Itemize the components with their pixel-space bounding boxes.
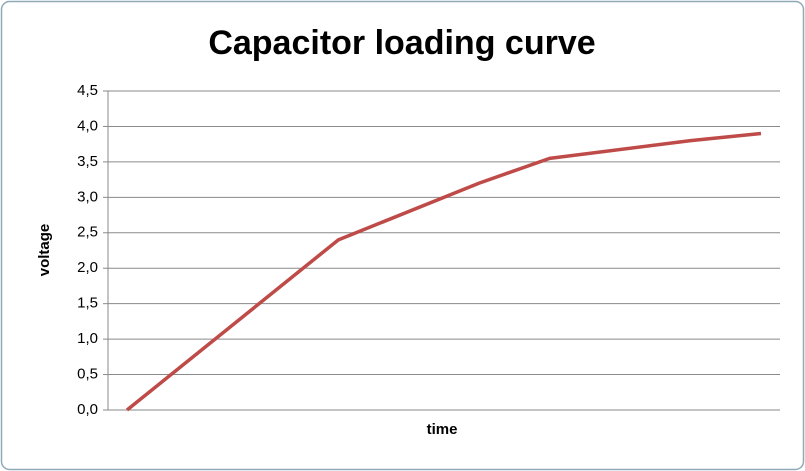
y-tick-label: 2,0 xyxy=(77,259,98,276)
y-tick-label: 3,0 xyxy=(77,188,98,205)
y-tick-label: 1,0 xyxy=(77,330,98,347)
data-line xyxy=(125,131,762,412)
y-tick-label: 4,0 xyxy=(77,117,98,134)
y-tick-label: 0,0 xyxy=(77,401,98,418)
y-tick-label: 4,5 xyxy=(77,82,98,99)
y-tick-label: 2,5 xyxy=(77,224,98,241)
y-axis-label: voltage xyxy=(36,224,53,277)
y-tick-label: 0,5 xyxy=(77,366,98,383)
chart-title: Capacitor loading curve xyxy=(208,24,595,62)
x-axis-label: time xyxy=(427,421,458,438)
y-tick-label: 3,5 xyxy=(77,153,98,170)
y-tick-label: 1,5 xyxy=(77,295,98,312)
